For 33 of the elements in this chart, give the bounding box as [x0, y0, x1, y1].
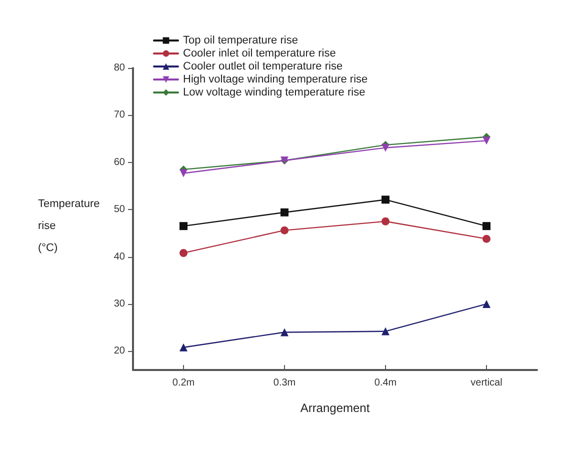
point	[382, 196, 390, 204]
point	[482, 136, 490, 145]
y-tick-label: 20	[114, 346, 126, 357]
x-axis-title: Arrangement	[300, 401, 370, 415]
point	[482, 300, 490, 308]
y-tick-label: 80	[114, 62, 126, 74]
y-tick-label: 30	[114, 298, 126, 310]
y-tick-label: 70	[114, 110, 126, 121]
legend-label: Top oil temperature rise	[183, 34, 298, 46]
point	[482, 222, 490, 230]
y-axis-title: Temperature rise (°C)	[38, 198, 100, 254]
point	[280, 208, 288, 216]
legend-label: High voltage winding temperature rise	[183, 74, 368, 86]
point	[382, 217, 390, 226]
legend-label: Cooler inlet oil temperature rise	[183, 48, 336, 60]
y-tick-label: 40	[114, 251, 126, 262]
point	[382, 327, 390, 336]
x-tick-label: 0.2m	[172, 378, 195, 388]
x-tick-label: vertical	[470, 378, 502, 388]
point	[180, 248, 188, 257]
point	[482, 234, 490, 243]
legend-label: Low voltage winding temperature rise	[183, 86, 366, 98]
x-tick-label: 0.4m	[374, 378, 397, 388]
y-tick-label: 50	[114, 204, 126, 216]
y-tick-label: 60	[114, 156, 126, 168]
point	[382, 144, 390, 152]
x-tick-label: 0.3m	[273, 378, 296, 388]
point	[180, 222, 188, 230]
point	[280, 328, 288, 336]
point	[180, 169, 188, 178]
legend-label: Cooler outlet oil temperature rise	[183, 60, 343, 72]
point	[280, 226, 288, 234]
point	[180, 343, 188, 352]
